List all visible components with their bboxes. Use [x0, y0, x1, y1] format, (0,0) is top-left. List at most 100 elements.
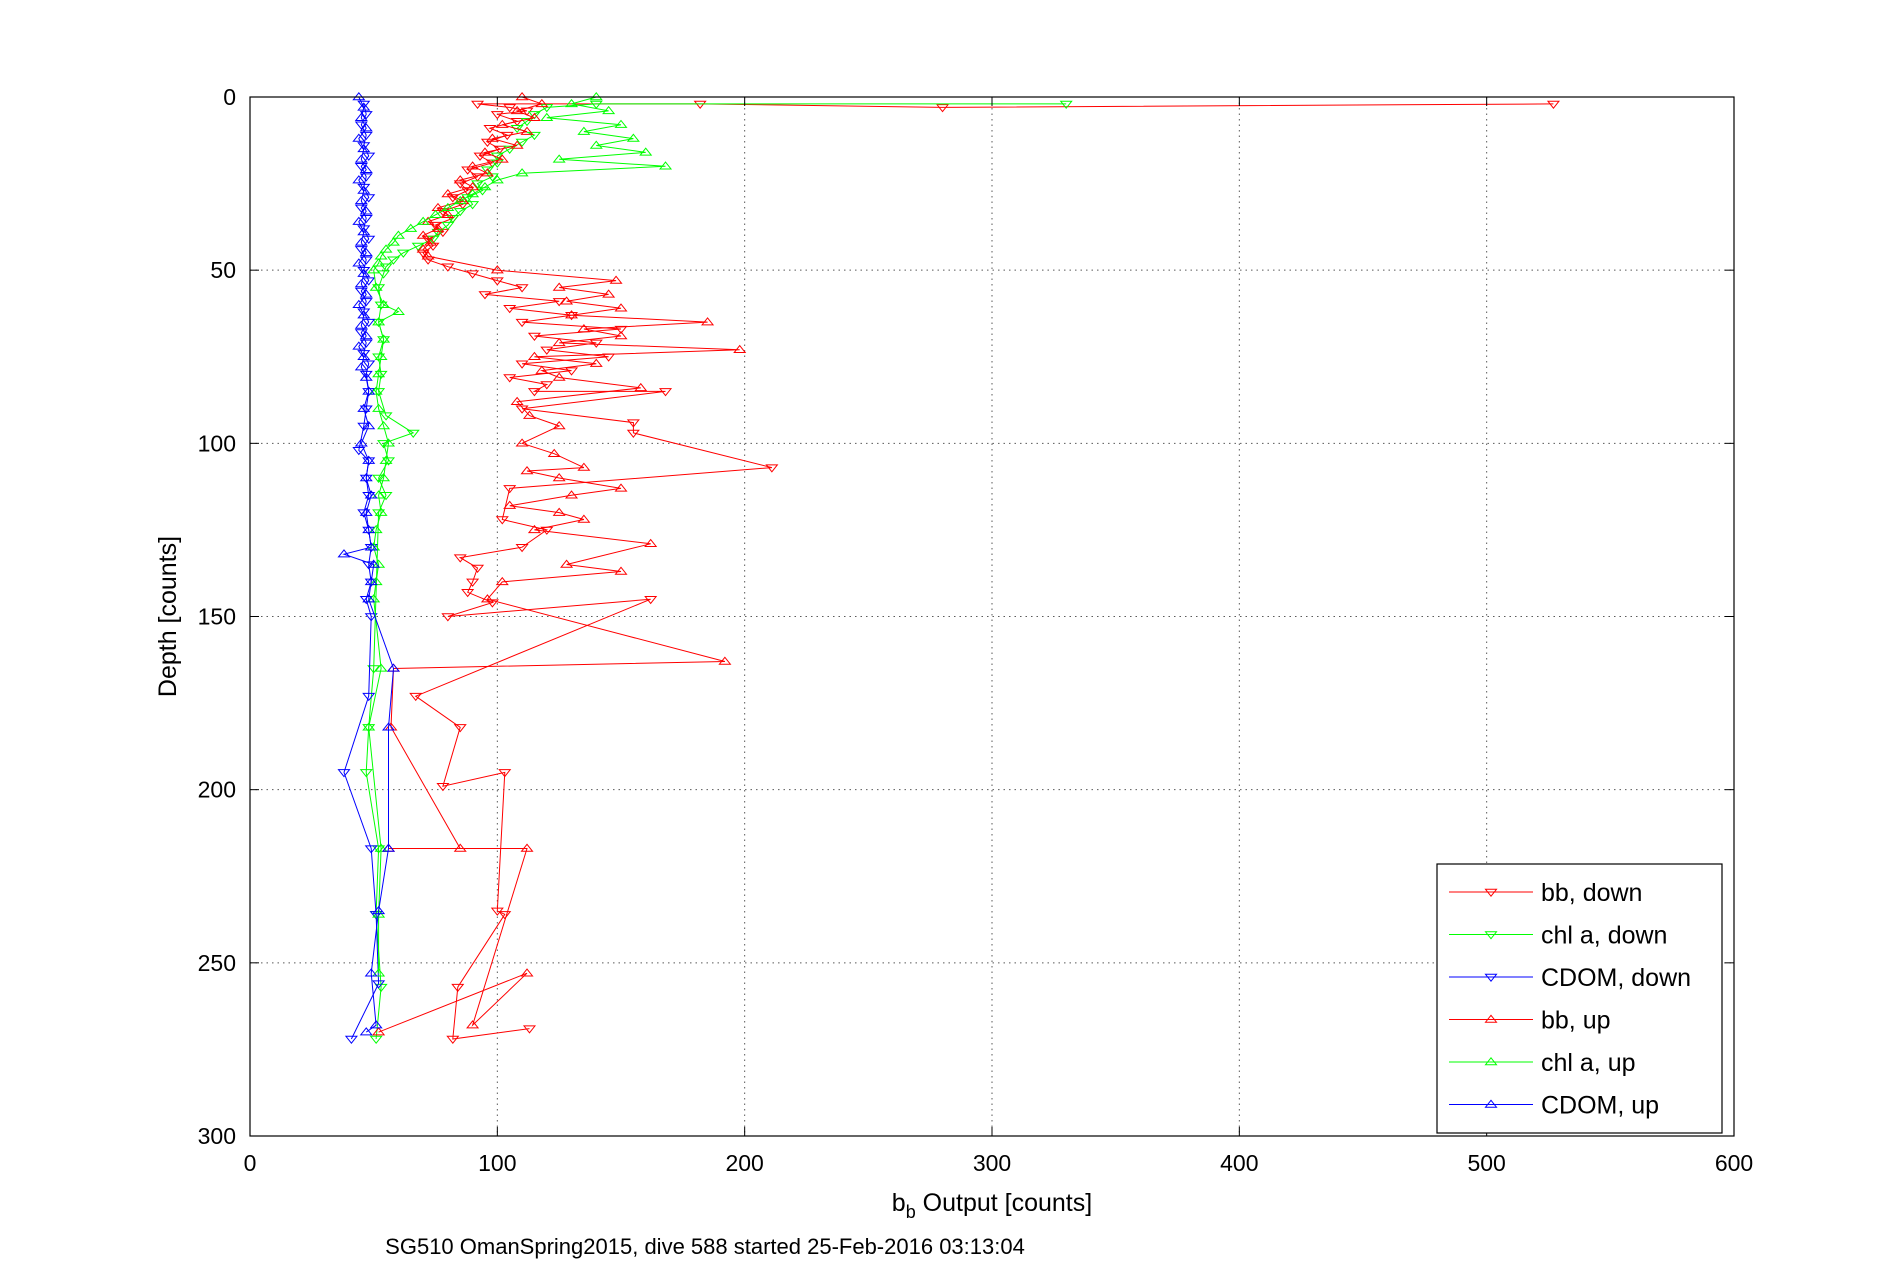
data-point [369, 524, 383, 534]
data-point [379, 455, 393, 464]
data-point [357, 268, 371, 277]
legend-marker [1484, 1099, 1498, 1108]
data-point [480, 166, 494, 175]
data-point [503, 104, 517, 113]
data-point [453, 724, 467, 733]
data-point [483, 124, 497, 134]
x-tick-label: 200 [725, 1150, 763, 1176]
data-point [490, 277, 504, 286]
data-point [362, 152, 376, 161]
data-point [480, 594, 494, 603]
data-point [337, 769, 351, 778]
data-point [372, 490, 386, 499]
series-4 [362, 91, 673, 977]
data-point [362, 386, 376, 395]
data-point [377, 299, 391, 309]
data-point [359, 1027, 373, 1036]
data-point [357, 143, 371, 153]
data-point [404, 223, 418, 232]
data-point [639, 147, 653, 156]
data-point [364, 845, 378, 854]
legend-marker [1484, 1056, 1498, 1066]
legend-marker [1484, 973, 1498, 983]
data-point [354, 320, 368, 329]
data-point [359, 164, 373, 173]
data-point [377, 421, 391, 430]
data-point [461, 589, 475, 598]
data-point [589, 91, 603, 101]
data-point [560, 559, 574, 568]
data-point [510, 140, 524, 149]
data-point [374, 351, 388, 360]
data-point [352, 341, 366, 350]
data-point [352, 447, 366, 456]
data-point [498, 911, 512, 920]
data-point [362, 388, 376, 397]
data-point [495, 154, 509, 163]
data-point [510, 105, 524, 115]
data-point [540, 346, 554, 355]
x-tick-label: 400 [1220, 1150, 1258, 1176]
data-point [381, 722, 396, 731]
data-point [453, 208, 467, 217]
data-point [495, 119, 509, 128]
data-point [359, 256, 373, 265]
data-point [357, 422, 371, 432]
data-point [352, 258, 366, 267]
data-point [1546, 100, 1560, 109]
caption: SG510 OmanSpring2015, dive 588 started 2… [385, 1234, 1025, 1259]
data-point [564, 98, 579, 108]
data-point [466, 188, 480, 198]
data-point [453, 180, 467, 189]
data-point [510, 124, 524, 134]
data-point [357, 227, 371, 236]
data-point [354, 362, 368, 371]
data-point [416, 216, 430, 225]
data-point [377, 334, 391, 343]
series-line [368, 96, 666, 974]
data-point [362, 692, 376, 702]
data-point [352, 175, 366, 184]
data-point [461, 166, 475, 175]
data-point [490, 111, 504, 120]
data-point [577, 126, 591, 135]
data-point [357, 185, 371, 194]
data-point [602, 105, 616, 115]
data-point [374, 251, 388, 260]
data-point [337, 549, 351, 558]
data-point [564, 367, 579, 376]
data-point [733, 344, 747, 354]
data-point [510, 396, 524, 405]
legend-label: bb, up [1541, 1007, 1611, 1035]
data-point [386, 237, 400, 246]
x-axis-label-main: b [892, 1189, 906, 1217]
data-point [453, 175, 467, 184]
data-point [577, 462, 591, 471]
data-point [446, 214, 460, 224]
data-point [359, 131, 373, 141]
data-point [589, 339, 603, 348]
data-point [362, 524, 376, 534]
data-point [446, 194, 460, 203]
data-point [364, 542, 378, 551]
data-point [540, 381, 554, 390]
data-point [367, 265, 381, 274]
data-point [379, 263, 393, 272]
data-point [589, 100, 603, 109]
data-point [362, 722, 376, 731]
data-point [471, 173, 485, 182]
data-point [362, 277, 376, 286]
data-point [547, 448, 561, 457]
data-point [441, 202, 455, 212]
data-point [359, 769, 373, 778]
data-point [602, 289, 616, 298]
data-point [626, 419, 640, 428]
data-point [453, 195, 467, 205]
data-point [359, 472, 373, 482]
data-point [362, 318, 376, 328]
data-point [461, 187, 475, 196]
y-tick-label: 100 [198, 430, 236, 456]
data-point [374, 663, 388, 672]
series-3 [372, 91, 747, 1036]
